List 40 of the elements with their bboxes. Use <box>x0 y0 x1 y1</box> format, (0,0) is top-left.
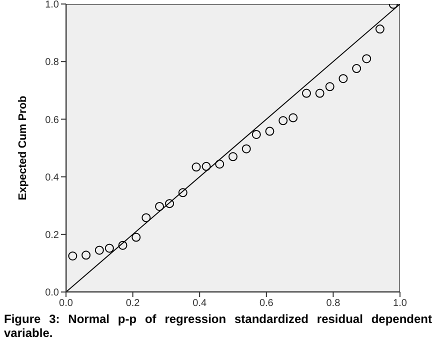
point <box>265 126 274 136</box>
y-tick-label: 1.0 <box>45 0 60 11</box>
point <box>215 160 224 169</box>
point <box>375 24 384 34</box>
point <box>132 232 141 242</box>
point <box>155 202 164 211</box>
point <box>288 113 298 122</box>
point <box>68 252 78 260</box>
point <box>104 244 114 253</box>
x-tick-label: 0.4 <box>192 298 207 310</box>
point <box>315 88 324 98</box>
caption: Figure 3: Normal p-p of regression standardized residual dependent variable. <box>3 311 433 340</box>
point <box>202 162 211 171</box>
point <box>192 162 201 172</box>
point <box>325 82 334 92</box>
point <box>228 152 238 162</box>
point <box>82 250 91 260</box>
x-tick-label: 1.0 <box>393 298 408 310</box>
y-tick-label: 0.2 <box>45 230 60 241</box>
y-tick-label: 0.4 <box>45 172 60 184</box>
x-tick-label: 0.2 <box>126 298 140 310</box>
point <box>142 213 151 222</box>
point <box>302 88 311 98</box>
point <box>338 74 348 84</box>
y-tick-label: 0.0 <box>45 288 60 299</box>
point <box>94 246 104 255</box>
point <box>118 240 128 250</box>
point <box>252 130 261 139</box>
x-tick-label: 0.8 <box>326 298 341 310</box>
point <box>242 144 251 154</box>
x-tick-label: 0.6 <box>259 298 274 310</box>
point <box>352 64 362 74</box>
y-axis-title: Expected Cum Prob <box>16 95 29 200</box>
point <box>165 199 174 208</box>
x-tick-label: 0.0 <box>59 298 74 310</box>
point <box>278 116 288 126</box>
y-tick-label: 0.6 <box>45 114 60 126</box>
y-tick-label: 0.8 <box>45 57 60 68</box>
point <box>178 188 188 198</box>
point <box>362 54 372 64</box>
